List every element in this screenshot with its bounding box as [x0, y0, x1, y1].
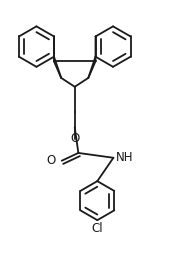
- Text: NH: NH: [115, 151, 133, 164]
- Text: Cl: Cl: [92, 222, 103, 235]
- Text: O: O: [47, 154, 56, 167]
- Text: O: O: [70, 132, 79, 145]
